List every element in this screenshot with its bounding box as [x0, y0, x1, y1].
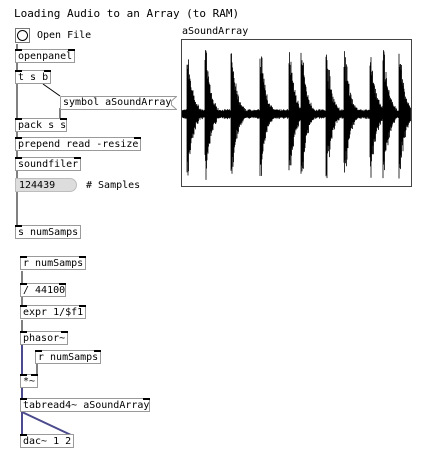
symbol-message-text: symbol aSoundArray	[63, 97, 172, 108]
receive-numsamps-object-2[interactable]: r numSamps	[35, 350, 102, 364]
open-file-label: Open File	[37, 30, 92, 41]
open-file-bang[interactable]	[15, 28, 30, 43]
array-name-label: aSoundArray	[182, 26, 249, 37]
waveform-path	[181, 50, 411, 180]
bang-circle-icon	[17, 30, 28, 41]
send-numsamps-object[interactable]: s numSamps	[15, 225, 82, 239]
trigger-object[interactable]: t s b	[15, 70, 51, 84]
patch-title: Loading Audio to an Array (to RAM)	[14, 7, 240, 20]
prepend-object[interactable]: prepend read -resize	[15, 137, 142, 151]
symbol-message[interactable]: symbol aSoundArray	[60, 96, 177, 110]
soundfiler-object[interactable]: soundfiler	[15, 157, 82, 171]
samples-number-box[interactable]: 124439	[15, 178, 77, 192]
samples-label: # Samples	[86, 180, 141, 191]
waveform-plot	[181, 50, 411, 180]
pack-object[interactable]: pack s s	[15, 118, 67, 132]
openpanel-object[interactable]: openpanel	[15, 49, 76, 63]
tabread-object[interactable]: tabread4~ aSoundArray	[20, 398, 150, 412]
dac-object[interactable]: dac~ 1 2	[20, 434, 75, 448]
phasor-object[interactable]: phasor~	[20, 331, 69, 345]
divide-object[interactable]: / 44100	[20, 283, 66, 297]
receive-numsamps-object[interactable]: r numSamps	[20, 256, 87, 270]
array-graph[interactable]	[181, 39, 412, 187]
expr-object[interactable]: expr 1/$f1	[20, 305, 87, 319]
message-box-frame	[60, 96, 177, 110]
multiply-object[interactable]: *~	[20, 374, 39, 388]
